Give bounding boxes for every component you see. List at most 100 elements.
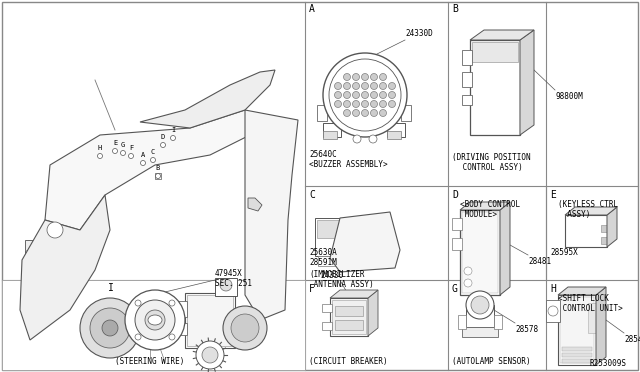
- Text: A: A: [309, 4, 315, 14]
- Circle shape: [220, 279, 232, 291]
- Circle shape: [362, 83, 369, 90]
- Polygon shape: [368, 290, 378, 336]
- Text: 25640C: 25640C: [309, 150, 337, 159]
- Bar: [323, 123, 341, 137]
- Bar: [565, 215, 607, 247]
- Bar: [317, 105, 327, 121]
- Bar: [462, 212, 498, 293]
- Bar: [470, 40, 520, 135]
- Circle shape: [90, 308, 130, 348]
- Bar: [187, 295, 233, 346]
- Text: (KEYLESS CTRL: (KEYLESS CTRL: [558, 200, 618, 209]
- Text: (AUTOLAMP SENSOR): (AUTOLAMP SENSOR): [452, 357, 531, 366]
- Polygon shape: [248, 198, 262, 211]
- Text: 28595X: 28595X: [550, 248, 578, 257]
- Circle shape: [335, 100, 342, 108]
- Text: F: F: [129, 145, 133, 151]
- Text: 98800M: 98800M: [555, 92, 583, 101]
- Bar: [155, 173, 161, 179]
- Text: ASSY): ASSY): [558, 210, 590, 219]
- Circle shape: [362, 109, 369, 116]
- Bar: [97, 153, 103, 159]
- Bar: [462, 327, 498, 337]
- Bar: [42, 312, 70, 322]
- Circle shape: [129, 154, 134, 158]
- Polygon shape: [607, 207, 617, 247]
- Bar: [560, 297, 594, 363]
- Text: 28481: 28481: [528, 257, 551, 266]
- Text: I: I: [171, 127, 175, 133]
- Bar: [472, 42, 518, 62]
- Text: <SHIFT LOCK: <SHIFT LOCK: [558, 294, 609, 303]
- Circle shape: [371, 100, 378, 108]
- Text: 28578: 28578: [515, 325, 538, 334]
- Bar: [601, 225, 608, 232]
- Text: 47945X: 47945X: [215, 269, 243, 278]
- Circle shape: [548, 306, 558, 316]
- Text: MODULE>: MODULE>: [460, 210, 497, 219]
- Text: D: D: [452, 190, 458, 200]
- Circle shape: [135, 300, 175, 340]
- Circle shape: [380, 92, 387, 99]
- Circle shape: [466, 291, 494, 319]
- Circle shape: [80, 298, 140, 358]
- Circle shape: [323, 53, 407, 137]
- Bar: [462, 72, 472, 87]
- Polygon shape: [565, 207, 617, 215]
- Circle shape: [380, 74, 387, 80]
- Circle shape: [369, 135, 377, 143]
- Bar: [401, 105, 411, 121]
- Circle shape: [362, 74, 369, 80]
- Circle shape: [371, 74, 378, 80]
- Polygon shape: [45, 110, 260, 230]
- Text: 25630A: 25630A: [309, 248, 337, 257]
- Text: ANTENNA ASSY): ANTENNA ASSY): [309, 280, 374, 289]
- Polygon shape: [500, 202, 510, 295]
- Polygon shape: [140, 70, 275, 128]
- Circle shape: [120, 151, 125, 155]
- Ellipse shape: [148, 315, 162, 325]
- Bar: [128, 153, 134, 159]
- Circle shape: [335, 92, 342, 99]
- Text: (IMMOBILIZER: (IMMOBILIZER: [309, 270, 365, 279]
- Circle shape: [353, 135, 361, 143]
- Bar: [322, 322, 332, 330]
- Polygon shape: [245, 110, 298, 320]
- Circle shape: [231, 314, 259, 342]
- Bar: [323, 131, 337, 139]
- Bar: [335, 320, 363, 330]
- Text: 28591M: 28591M: [309, 258, 337, 267]
- Bar: [112, 148, 118, 154]
- Bar: [140, 160, 146, 166]
- Circle shape: [169, 334, 175, 340]
- Circle shape: [388, 100, 396, 108]
- Circle shape: [353, 83, 360, 90]
- Circle shape: [97, 154, 102, 158]
- Circle shape: [471, 296, 489, 314]
- Text: B: B: [156, 165, 160, 171]
- Bar: [452, 218, 462, 230]
- Circle shape: [371, 83, 378, 90]
- Bar: [28, 265, 83, 305]
- Circle shape: [125, 290, 185, 350]
- Text: 28540X: 28540X: [624, 335, 640, 344]
- Text: G: G: [452, 284, 458, 294]
- Circle shape: [371, 109, 378, 116]
- Circle shape: [150, 157, 156, 163]
- Circle shape: [202, 347, 218, 363]
- Text: E: E: [113, 140, 117, 146]
- Text: D: D: [161, 134, 165, 140]
- Polygon shape: [470, 30, 534, 40]
- Circle shape: [353, 109, 360, 116]
- Circle shape: [353, 100, 360, 108]
- Text: <BODY CONTROL: <BODY CONTROL: [460, 200, 520, 209]
- Bar: [185, 293, 235, 348]
- Circle shape: [102, 320, 118, 336]
- Bar: [601, 237, 608, 244]
- Circle shape: [353, 92, 360, 99]
- Bar: [452, 238, 462, 250]
- Circle shape: [145, 310, 165, 330]
- Circle shape: [344, 109, 351, 116]
- Bar: [330, 298, 368, 336]
- Bar: [458, 315, 466, 329]
